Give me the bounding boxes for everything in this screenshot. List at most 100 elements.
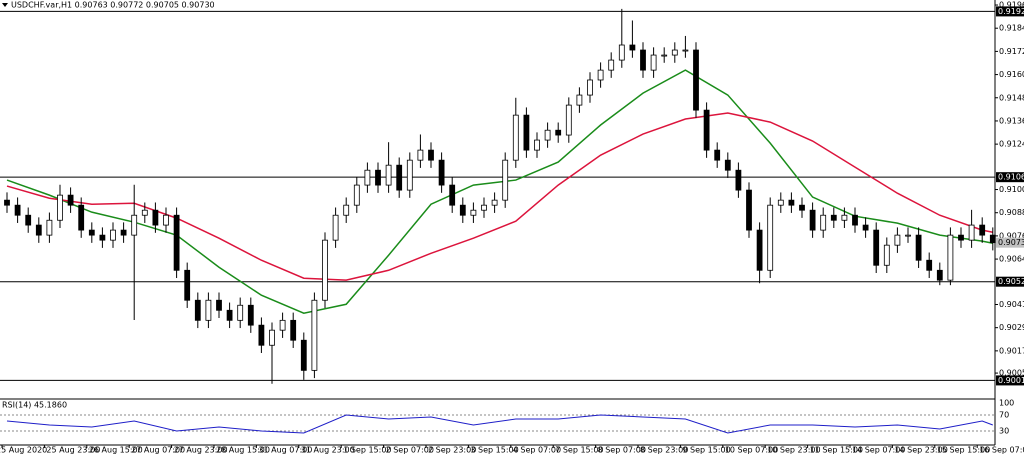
y-tick-label: 0.91840 xyxy=(999,24,1024,33)
x-tick-label: 10 Sep 23:00 xyxy=(767,446,820,454)
candle-body xyxy=(661,54,668,57)
x-tick-label: 11 Sep 15:00 xyxy=(810,446,863,454)
x-tick-label: 15 Sep 15:00 xyxy=(937,446,990,454)
candle-body xyxy=(300,339,307,371)
y-tick-label: 0.90055 xyxy=(999,369,1024,378)
candle-body xyxy=(57,194,63,221)
candle-body xyxy=(216,299,222,311)
candle-body xyxy=(799,204,805,211)
candle-body xyxy=(502,159,509,201)
x-tick-label: 9 Sep 15:00 xyxy=(682,446,730,454)
candle-body xyxy=(131,214,138,236)
x-tick-label: 14 Sep 23:00 xyxy=(894,446,947,454)
candle-body xyxy=(873,229,880,266)
rsi-line xyxy=(6,414,993,434)
candle-body xyxy=(618,44,625,61)
candle-body xyxy=(629,44,636,51)
candle-body xyxy=(120,229,127,236)
candle-body xyxy=(724,159,731,171)
candle-body xyxy=(205,299,212,321)
candle-body xyxy=(809,209,816,231)
candle-body xyxy=(587,79,593,96)
candle-body xyxy=(576,94,583,106)
candle-body xyxy=(343,204,350,216)
candle-body xyxy=(449,184,456,206)
y-tick-label: 0.90410 xyxy=(999,300,1024,309)
candle-body xyxy=(989,234,996,244)
x-tick-label: 10 Sep 07:00 xyxy=(725,446,778,454)
menu-arrow[interactable] xyxy=(2,3,8,7)
x-tick-label: 27 Aug 07:00 xyxy=(131,446,185,454)
candle-body xyxy=(735,169,742,191)
candle-body xyxy=(279,319,286,331)
candle-body xyxy=(226,309,233,321)
candle-body xyxy=(332,214,339,241)
candle-body xyxy=(152,209,159,226)
candle-body xyxy=(830,214,837,221)
candle-body xyxy=(14,204,21,216)
candle-body xyxy=(406,159,413,191)
candle-body xyxy=(894,234,901,246)
candle-body xyxy=(459,204,466,216)
candle-body xyxy=(385,164,392,186)
candle-body xyxy=(512,114,519,161)
x-tick-label: 27 Aug 23:00 xyxy=(174,446,228,454)
y-tick-label: 0.91720 xyxy=(999,47,1024,56)
candle-body xyxy=(565,104,572,136)
candle-body xyxy=(194,299,201,321)
level-label: 0.90528 xyxy=(998,277,1024,286)
y-tick-label: 0.91480 xyxy=(999,93,1024,102)
candle-body xyxy=(322,239,328,301)
candle-body xyxy=(163,214,169,226)
candle-body xyxy=(693,49,699,111)
candle-body xyxy=(25,214,32,226)
candle-body xyxy=(714,149,721,161)
candle-body xyxy=(247,304,254,326)
candle-body xyxy=(671,49,678,56)
candle-body xyxy=(926,259,933,271)
candle-body xyxy=(555,129,562,136)
candle-body xyxy=(141,209,148,216)
candle-body xyxy=(608,59,615,71)
candle-body xyxy=(756,229,763,271)
y-tick-label: 0.91005 xyxy=(999,185,1024,194)
y-tick-label: 70 xyxy=(999,411,1009,420)
chart-title: USDCHF.var,H1 0.90763 0.90772 0.90705 0.… xyxy=(11,1,215,10)
candle-body xyxy=(481,204,487,211)
candle-body xyxy=(767,204,774,271)
candle-body xyxy=(364,169,371,186)
candle-body xyxy=(396,164,403,191)
candle-body xyxy=(173,214,180,271)
candle-body xyxy=(905,234,911,237)
candle-body xyxy=(650,54,657,71)
candle-body xyxy=(46,219,53,236)
candle-body xyxy=(640,49,646,71)
candle-body xyxy=(979,224,986,236)
candle-body xyxy=(788,199,795,206)
candle-body xyxy=(269,329,275,346)
x-tick-label: 28 Aug 15:00 xyxy=(216,446,270,454)
x-tick-label: 2 Sep 07:00 xyxy=(386,446,434,454)
level-label: 0.90017 xyxy=(998,376,1024,385)
candle-body xyxy=(4,199,10,206)
x-tick-label: 31 Aug 23:00 xyxy=(301,446,355,454)
candle-body xyxy=(375,169,381,186)
x-tick-label: 14 Sep 07:00 xyxy=(852,446,905,454)
candle-body xyxy=(841,214,848,221)
level-label: 0.91069 xyxy=(998,173,1024,182)
level-label: 0.91927 xyxy=(998,7,1024,16)
candle-body xyxy=(544,129,551,141)
candle-body xyxy=(88,229,95,236)
x-tick-label: 25 Aug 23:00 xyxy=(46,446,100,454)
candle-body xyxy=(99,234,106,241)
y-tick-label: 0.91360 xyxy=(999,116,1024,125)
candle-body xyxy=(746,189,752,231)
level-box xyxy=(996,6,1024,17)
candle-body xyxy=(915,234,922,261)
candle-body xyxy=(523,114,530,151)
candle-body xyxy=(534,139,540,151)
y-tick-label: 0.90170 xyxy=(999,346,1024,355)
current-price-box xyxy=(996,237,1024,248)
candle-body xyxy=(491,199,498,206)
